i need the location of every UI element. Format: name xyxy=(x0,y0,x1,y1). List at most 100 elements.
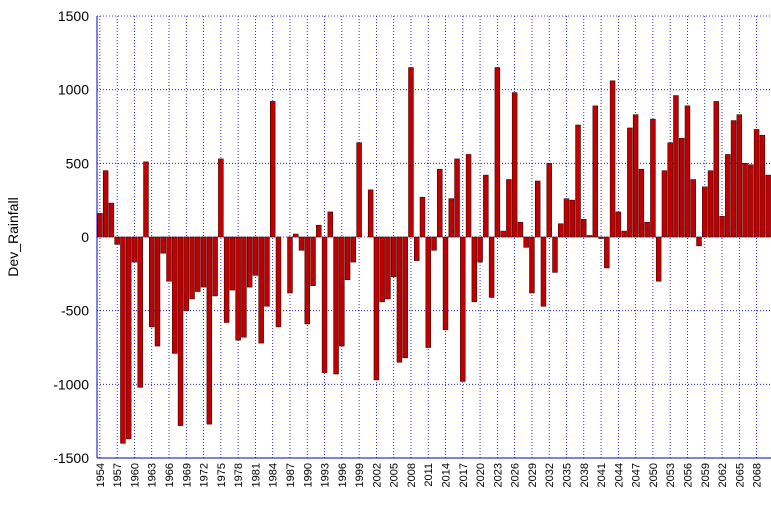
bar xyxy=(581,219,587,238)
x-tick-label: 1957 xyxy=(112,463,124,487)
x-tick-label: 1969 xyxy=(181,463,193,487)
bar xyxy=(586,235,593,238)
bar xyxy=(172,236,178,354)
x-tick-label: 2005 xyxy=(389,463,401,487)
bar xyxy=(725,154,731,238)
bar xyxy=(471,236,478,303)
bar xyxy=(454,158,460,238)
x-tick-label: 2020 xyxy=(475,463,487,487)
bar xyxy=(264,236,270,307)
bar xyxy=(753,129,760,238)
bar xyxy=(125,236,132,440)
bar xyxy=(108,202,115,238)
bar xyxy=(534,180,541,238)
y-tick-label: -1000 xyxy=(53,376,89,392)
bar xyxy=(200,236,207,288)
bar xyxy=(575,124,581,238)
bar xyxy=(644,221,650,238)
bar xyxy=(344,236,351,281)
bar xyxy=(310,236,316,286)
x-tick-label: 2008 xyxy=(406,463,418,487)
x-tick-label: 2014 xyxy=(441,463,453,487)
bar xyxy=(488,236,495,298)
x-tick-label: 2050 xyxy=(648,463,660,487)
bar xyxy=(316,224,322,238)
bar xyxy=(102,170,109,238)
bar xyxy=(621,230,627,238)
bar xyxy=(149,236,155,328)
bar xyxy=(517,221,524,238)
bar xyxy=(356,142,362,238)
bar xyxy=(408,67,414,238)
bar xyxy=(627,127,633,238)
y-axis-label: Dev_Rainfall xyxy=(5,197,21,276)
bar xyxy=(189,236,195,300)
x-tick-label: 1987 xyxy=(285,463,297,487)
bar xyxy=(604,236,610,269)
bar xyxy=(154,236,161,347)
x-tick-label: 2059 xyxy=(700,463,712,487)
x-tick-label: 1981 xyxy=(250,463,262,487)
x-tick-label: 1960 xyxy=(129,463,141,487)
bar xyxy=(212,236,218,297)
bar xyxy=(609,80,616,238)
bar xyxy=(396,236,403,363)
x-tick-label: 1990 xyxy=(302,463,314,487)
x-tick-label: 2017 xyxy=(458,463,470,487)
bar xyxy=(558,223,564,238)
bar xyxy=(229,236,236,291)
bar xyxy=(494,67,501,238)
bar xyxy=(690,179,696,238)
x-tick-label: 2023 xyxy=(492,463,504,487)
bar xyxy=(293,233,299,238)
y-tick-label: 500 xyxy=(66,155,90,171)
bar xyxy=(339,236,345,347)
x-tick-label: 2053 xyxy=(665,463,677,487)
bar xyxy=(131,236,138,263)
bar xyxy=(759,135,766,238)
bar xyxy=(235,236,241,341)
bar xyxy=(137,236,143,388)
bar xyxy=(730,120,737,238)
x-tick-label: 1954 xyxy=(95,463,107,487)
x-tick-label: 1975 xyxy=(216,463,228,487)
bar xyxy=(684,105,691,238)
x-tick-label: 2062 xyxy=(717,463,729,487)
bar xyxy=(241,236,247,338)
bar xyxy=(598,236,604,239)
x-tick-label: 2026 xyxy=(510,463,522,487)
x-tick-label: 2044 xyxy=(613,463,625,487)
x-tick-label: 2029 xyxy=(527,463,539,487)
bar xyxy=(460,236,466,382)
bar xyxy=(632,114,639,238)
bar xyxy=(431,236,437,251)
bar xyxy=(673,95,679,238)
bar xyxy=(442,236,449,331)
bar xyxy=(477,236,483,263)
bar xyxy=(379,236,385,303)
bar xyxy=(373,236,380,381)
x-tick-label: 2035 xyxy=(561,463,573,487)
bar xyxy=(500,230,506,238)
x-tick-label: 2011 xyxy=(423,463,435,487)
bar xyxy=(748,164,754,238)
y-tick-label: 1500 xyxy=(58,8,89,24)
bar xyxy=(546,163,552,238)
bar xyxy=(437,168,443,238)
x-tick-label: 1972 xyxy=(199,463,211,487)
bar xyxy=(166,236,172,282)
bar xyxy=(655,236,662,282)
bar xyxy=(552,236,558,273)
x-tick-label: 2038 xyxy=(579,463,591,487)
bar xyxy=(287,236,293,294)
x-tick-label: 1996 xyxy=(337,463,349,487)
bar xyxy=(206,236,213,425)
bar xyxy=(707,170,714,238)
y-tick-label: 0 xyxy=(81,229,89,245)
bar xyxy=(563,198,570,238)
bar xyxy=(269,101,276,238)
bar xyxy=(719,216,725,238)
bar xyxy=(448,198,455,238)
y-tick-label: 1000 xyxy=(58,82,89,98)
